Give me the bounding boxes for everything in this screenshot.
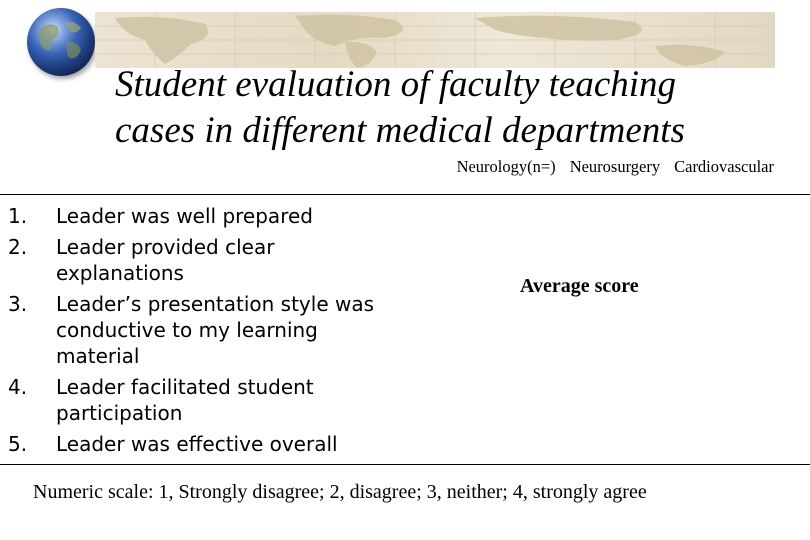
slide-title: Student evaluation of faculty teaching c… [115, 62, 805, 154]
item-number: 2. [8, 235, 28, 259]
list-item: 1. Leader was well prepared [0, 203, 400, 229]
item-text: Leader’s presentation style was conducti… [56, 292, 375, 368]
column-headers: Neurology(n=) Neurosurgery Cardiovascular [443, 157, 774, 177]
item-number: 3. [8, 292, 28, 316]
numeric-scale-note: Numeric scale: 1, Strongly disagree; 2, … [33, 481, 647, 503]
column-header-cardiovascular: Cardiovascular [674, 157, 774, 176]
item-number: 5. [8, 432, 28, 456]
list-item: 2. Leader provided clear explanations [0, 234, 400, 286]
slide-title-line1: Student evaluation of faculty teaching [115, 64, 677, 105]
evaluation-items-list: 1. Leader was well prepared 2. Leader pr… [0, 203, 400, 462]
item-text: Leader provided clear explanations [56, 235, 275, 285]
globe-icon [27, 8, 95, 76]
list-item: 3. Leader’s presentation style was condu… [0, 291, 400, 369]
top-divider [0, 194, 810, 195]
item-text: Leader facilitated student participation [56, 375, 314, 425]
item-text: Leader was effective overall [56, 432, 338, 456]
item-number: 4. [8, 375, 28, 399]
average-score-label: Average score [520, 275, 639, 297]
slide-title-line2: cases in different medical departments [115, 110, 685, 151]
column-header-neurosurgery: Neurosurgery [569, 157, 661, 176]
item-text: Leader was well prepared [56, 204, 313, 228]
list-item: 5. Leader was effective overall [0, 431, 400, 457]
list-item: 4. Leader facilitated student participat… [0, 374, 400, 426]
column-header-neurology: Neurology(n=) [456, 157, 556, 176]
world-map-icon [95, 12, 775, 68]
world-map-banner [95, 12, 775, 68]
item-number: 1. [8, 204, 28, 228]
bottom-divider [0, 464, 810, 465]
